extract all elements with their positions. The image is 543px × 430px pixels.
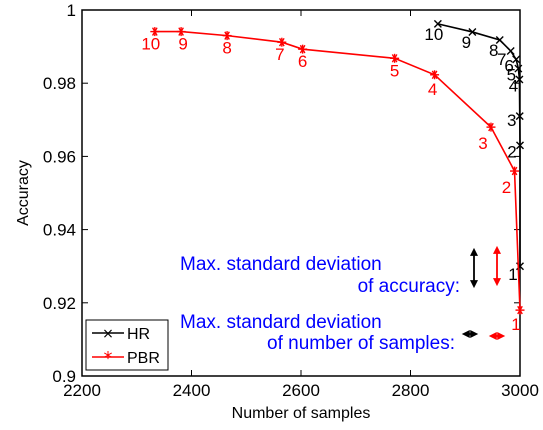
point-label-hr: 3 bbox=[507, 111, 516, 130]
series-line-hr bbox=[437, 23, 521, 267]
point-label-hr: 4 bbox=[509, 77, 518, 96]
x-tick-label: 2200 bbox=[63, 381, 101, 400]
point-label-pbr: 7 bbox=[275, 45, 284, 64]
x-tick-label: 3000 bbox=[501, 381, 539, 400]
y-axis-label: Accuracy bbox=[15, 160, 32, 226]
legend: × HR * PBR bbox=[85, 319, 169, 371]
point-hr bbox=[433, 19, 442, 28]
point-label-pbr: 9 bbox=[178, 35, 187, 54]
point-label-pbr: 3 bbox=[478, 134, 487, 153]
y-tick-label: 0.92 bbox=[43, 294, 76, 313]
point-hr bbox=[516, 141, 524, 150]
point-hr bbox=[515, 75, 524, 84]
legend-pbr-label: PBR bbox=[127, 350, 160, 367]
point-label-hr: 8 bbox=[489, 41, 498, 60]
x-tick-label: 2600 bbox=[282, 381, 320, 400]
annot-accuracy-line2: of accuracy: bbox=[358, 276, 460, 297]
y-tick-label: 0.94 bbox=[43, 221, 76, 240]
x-tick-label: 2400 bbox=[173, 381, 211, 400]
legend-hr-marker: × bbox=[102, 326, 114, 342]
point-pbr bbox=[150, 27, 160, 37]
annot-samples-line1: Max. standard deviation bbox=[180, 312, 382, 333]
point-label-pbr: 6 bbox=[298, 52, 307, 71]
point-pbr bbox=[222, 31, 232, 41]
series-layer bbox=[150, 19, 525, 315]
point-label-pbr: 1 bbox=[511, 315, 520, 334]
legend-pbr-marker: * bbox=[104, 348, 113, 369]
point-pbr bbox=[515, 305, 525, 315]
point-label-hr: 5 bbox=[507, 66, 516, 85]
point-label-hr: 2 bbox=[507, 142, 516, 161]
point-label-pbr: 4 bbox=[428, 80, 437, 99]
point-label-hr: 9 bbox=[462, 33, 471, 52]
point-hr bbox=[512, 55, 521, 64]
point-hr bbox=[506, 46, 515, 55]
series-line-pbr bbox=[154, 30, 521, 311]
point-hr bbox=[495, 36, 504, 45]
point-pbr bbox=[390, 53, 400, 63]
point-hr bbox=[515, 112, 524, 121]
point-pbr bbox=[298, 44, 308, 54]
tick-labels: 2200 2400 2600 2800 3000 0.9 0.92 0.94 0.96 0.98 1 bbox=[43, 1, 539, 400]
point-pbr bbox=[430, 70, 440, 80]
point-label-pbr: 8 bbox=[222, 39, 231, 58]
legend-box bbox=[85, 319, 169, 371]
x-axis-label: Number of samples bbox=[232, 405, 371, 422]
point-label-hr: 1 bbox=[508, 265, 517, 284]
point-label-hr: 6 bbox=[504, 56, 513, 75]
point-label-hr: 10 bbox=[424, 25, 443, 44]
point-hr bbox=[468, 27, 477, 36]
point-pbr bbox=[486, 122, 496, 132]
point-label-pbr: 5 bbox=[390, 61, 399, 80]
point-pbr bbox=[510, 166, 520, 176]
axis-ticks bbox=[81, 9, 521, 377]
point-label-pbr: 10 bbox=[141, 35, 160, 54]
point-pbr bbox=[277, 37, 287, 47]
annot-samples-line2: of number of samples: bbox=[267, 333, 455, 354]
annot-accuracy-line1: Max. standard deviation bbox=[180, 254, 382, 275]
y-tick-label: 0.9 bbox=[52, 367, 76, 386]
y-tick-label: 1 bbox=[67, 1, 76, 20]
x-tick-label: 2800 bbox=[392, 381, 430, 400]
legend-hr-label: HR bbox=[127, 326, 150, 343]
point-hr bbox=[514, 64, 523, 73]
y-tick-label: 0.96 bbox=[43, 147, 76, 166]
y-tick-label: 0.98 bbox=[43, 74, 76, 93]
point-label-pbr: 2 bbox=[502, 178, 511, 197]
std-deviation-arrows bbox=[461, 245, 506, 340]
point-label-hr: 7 bbox=[497, 50, 506, 69]
point-pbr bbox=[176, 27, 186, 37]
